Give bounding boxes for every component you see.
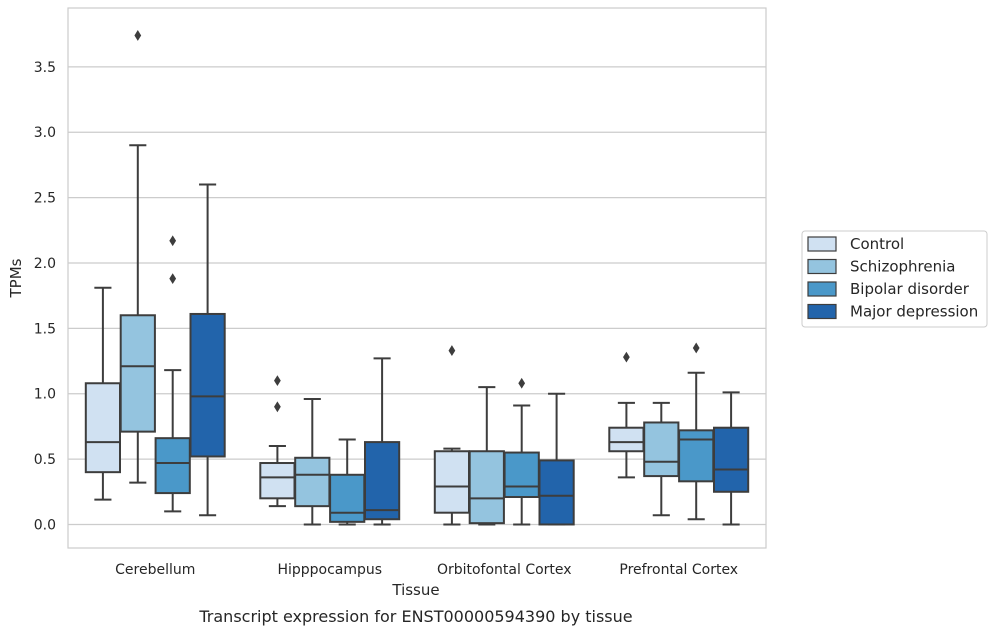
- box-iqr: [538, 459, 575, 526]
- x-tick-label: Prefrontal Cortex: [619, 562, 738, 578]
- legend-frame: [801, 230, 988, 328]
- x-tick-label: Orbitofontal Cortex: [437, 562, 572, 578]
- y-tick-label: 1.5: [34, 321, 56, 337]
- box-iqr: [712, 426, 750, 493]
- box-iqr: [189, 312, 226, 458]
- box-iqr: [678, 429, 715, 483]
- box-major-depression-hipppocampus: [363, 357, 401, 526]
- outlier-point: [448, 345, 456, 356]
- y-tick-label: 0.5: [34, 452, 56, 468]
- box-bipolar-disorder-orbitofontal-cortex: [503, 377, 540, 526]
- box-iqr: [503, 451, 540, 499]
- y-tick-label: 3.5: [34, 60, 56, 76]
- legend-swatch: [807, 258, 837, 275]
- outlier-point: [274, 375, 281, 387]
- y-tick-labels: 0.0 0.5 1.0 1.5 2.0 2.5 3.0 3.5: [34, 60, 56, 534]
- box-bipolar-disorder-cerebellum: [154, 235, 191, 513]
- box-bipolar-disorder-prefrontal-cortex: [678, 342, 715, 521]
- box-schizophrenia-cerebellum: [119, 30, 156, 484]
- y-tick-label: 1.0: [34, 387, 56, 403]
- outlier-point: [169, 273, 177, 285]
- y-tick-label: 0.0: [34, 517, 56, 533]
- y-tick-label: 2.0: [34, 256, 56, 272]
- outlier-point: [518, 377, 526, 389]
- legend-swatch: [807, 303, 837, 320]
- x-tick-label: Cerebellum: [115, 562, 195, 578]
- box-iqr: [84, 382, 122, 474]
- box-iqr: [329, 473, 366, 523]
- box-iqr: [259, 462, 296, 500]
- legend-swatch: [807, 281, 837, 297]
- legend-label: Major depression: [850, 303, 978, 321]
- box-iqr: [608, 426, 645, 453]
- box-series: [84, 30, 750, 526]
- box-control-cerebellum: [84, 286, 122, 501]
- legend-swatch: [807, 236, 837, 252]
- outlier-point: [134, 30, 142, 41]
- box-iqr: [468, 450, 505, 525]
- box-major-depression-cerebellum: [189, 183, 226, 517]
- outlier-point: [623, 351, 630, 363]
- outlier-point: [274, 401, 281, 413]
- outlier-point: [169, 235, 177, 247]
- box-control-orbitofontal-cortex: [433, 345, 471, 526]
- figure-caption: Transcript expression for ENST0000059439…: [198, 607, 632, 626]
- legend-label: Schizophrenia: [850, 258, 955, 276]
- x-tick-labels: Cerebellum Hipppocampus Orbitofontal Corte…: [115, 562, 738, 578]
- box-iqr: [433, 450, 471, 514]
- legend-label: Bipolar disorder: [850, 280, 970, 298]
- x-tick-label: Hipppocampus: [277, 562, 382, 578]
- y-tick-label: 3.0: [34, 125, 56, 141]
- box-iqr: [643, 421, 680, 478]
- legend-label: Control: [850, 235, 904, 253]
- legend: Control Schizophrenia Bipolar disorder Majo…: [801, 230, 988, 328]
- box-iqr: [154, 437, 191, 495]
- x-axis-label: Tissue: [391, 581, 439, 599]
- y-axis-label: TPMs: [7, 258, 25, 298]
- box-iqr: [294, 456, 331, 508]
- box-iqr: [119, 314, 156, 433]
- box-major-depression-prefrontal-cortex: [712, 391, 750, 526]
- y-tick-label: 2.5: [34, 191, 56, 207]
- box-schizophrenia-orbitofontal-cortex: [468, 386, 505, 526]
- box-bipolar-disorder-hipppocampus: [329, 438, 366, 526]
- plot-area-frame: [67, 7, 767, 549]
- box-schizophrenia-prefrontal-cortex: [643, 401, 680, 517]
- box-iqr: [363, 441, 401, 521]
- box-schizophrenia-hipppocampus: [294, 397, 331, 526]
- box-control-hipppocampus: [259, 375, 296, 508]
- outlier-point: [692, 342, 700, 354]
- box-major-depression-orbitofontal-cortex: [538, 392, 575, 526]
